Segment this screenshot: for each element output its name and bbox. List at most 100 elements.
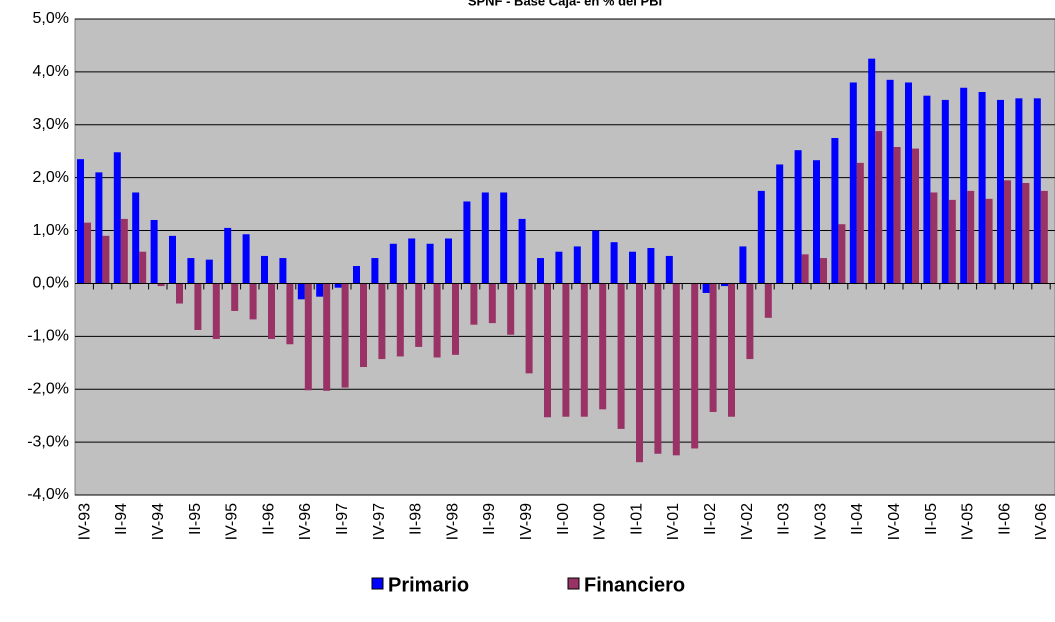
x-tick-label: IV-97 (371, 503, 388, 540)
bar (776, 164, 784, 284)
bar (286, 283, 294, 345)
x-tick-label: IV-93 (76, 503, 93, 540)
x-tick-label: II-96 (260, 503, 277, 535)
bar (304, 283, 312, 391)
x-tick-label: II-99 (481, 503, 498, 535)
x-tick-label: II-98 (408, 503, 425, 535)
bar (463, 201, 471, 284)
x-tick-label: IV-95 (224, 503, 241, 540)
bar (481, 192, 489, 284)
chart-title: SPNF - Base Caja- en % del PBI (468, 0, 662, 8)
x-tick-label: IV-96 (297, 503, 314, 540)
bar (665, 255, 673, 284)
bar (562, 283, 570, 417)
x-tick-label: II-01 (628, 503, 645, 535)
bar (886, 79, 894, 284)
bar (231, 283, 239, 311)
x-tick-label: II-02 (702, 503, 719, 535)
legend-swatch (371, 577, 384, 590)
bar (820, 258, 827, 284)
bar (941, 99, 949, 284)
bar (757, 190, 765, 284)
y-tick-label: -3,0% (27, 433, 69, 450)
bar (120, 218, 128, 284)
x-tick-label: IV-04 (886, 503, 903, 540)
bar (194, 283, 202, 330)
bar (610, 242, 618, 284)
bar (408, 238, 416, 284)
bar (389, 243, 397, 284)
x-tick-label: IV-05 (960, 503, 977, 540)
bar (353, 265, 360, 284)
bar (113, 152, 121, 284)
bar (1033, 98, 1041, 284)
x-tick-label: II-05 (923, 503, 940, 535)
bar (77, 159, 84, 284)
bar (985, 198, 993, 284)
bar (801, 254, 809, 284)
bar (139, 251, 147, 284)
bar (224, 227, 232, 284)
bar (102, 235, 110, 284)
bar (518, 218, 526, 284)
y-tick-label: 1,0% (33, 222, 69, 239)
bar (555, 251, 563, 284)
bar (507, 283, 515, 335)
bar (709, 283, 717, 412)
bar (268, 283, 275, 339)
bar (838, 224, 846, 284)
bar (470, 283, 478, 325)
legend-label: Primario (388, 574, 469, 596)
bar (544, 283, 551, 418)
bar (997, 99, 1004, 284)
bar (176, 283, 183, 304)
x-tick-label: II-97 (334, 503, 351, 535)
bar (341, 283, 349, 388)
bar (95, 172, 103, 284)
bar (297, 283, 305, 300)
bar (728, 283, 735, 417)
bar (1022, 182, 1030, 284)
bar (592, 230, 600, 284)
bar (647, 248, 655, 284)
bar (875, 131, 883, 284)
y-tick-label: -2,0% (27, 380, 69, 397)
bar (856, 162, 864, 284)
bar (739, 246, 747, 284)
bar (187, 258, 195, 284)
bar (654, 283, 662, 454)
bar (396, 283, 404, 357)
x-tick-label: II-03 (776, 503, 793, 535)
bar (948, 199, 956, 284)
bar (893, 146, 901, 284)
bar (212, 283, 220, 339)
bar (960, 87, 968, 284)
bar (537, 258, 544, 284)
bar (813, 160, 820, 284)
bar (912, 148, 919, 284)
bar (525, 283, 533, 374)
x-tick-label: IV-01 (665, 503, 682, 540)
bar (378, 283, 386, 360)
bar (691, 283, 699, 449)
bar (599, 283, 607, 410)
bar (746, 283, 754, 360)
bar (426, 243, 434, 284)
x-tick-label: IV-02 (739, 503, 756, 540)
y-tick-label: -1,0% (27, 328, 69, 345)
legend-swatch (567, 577, 580, 590)
bar (360, 283, 367, 368)
x-tick-label: IV-06 (1033, 503, 1050, 540)
bar (249, 283, 257, 320)
bar (1004, 180, 1011, 284)
bar (415, 283, 423, 347)
x-tick-label: IV-00 (592, 503, 609, 540)
y-tick-label: 5,0% (33, 10, 69, 27)
bar (371, 258, 379, 284)
x-tick-label: II-00 (555, 503, 572, 535)
bar (629, 251, 636, 284)
bar (242, 234, 250, 284)
bar (721, 283, 728, 287)
x-tick-label: IV-99 (518, 503, 535, 540)
